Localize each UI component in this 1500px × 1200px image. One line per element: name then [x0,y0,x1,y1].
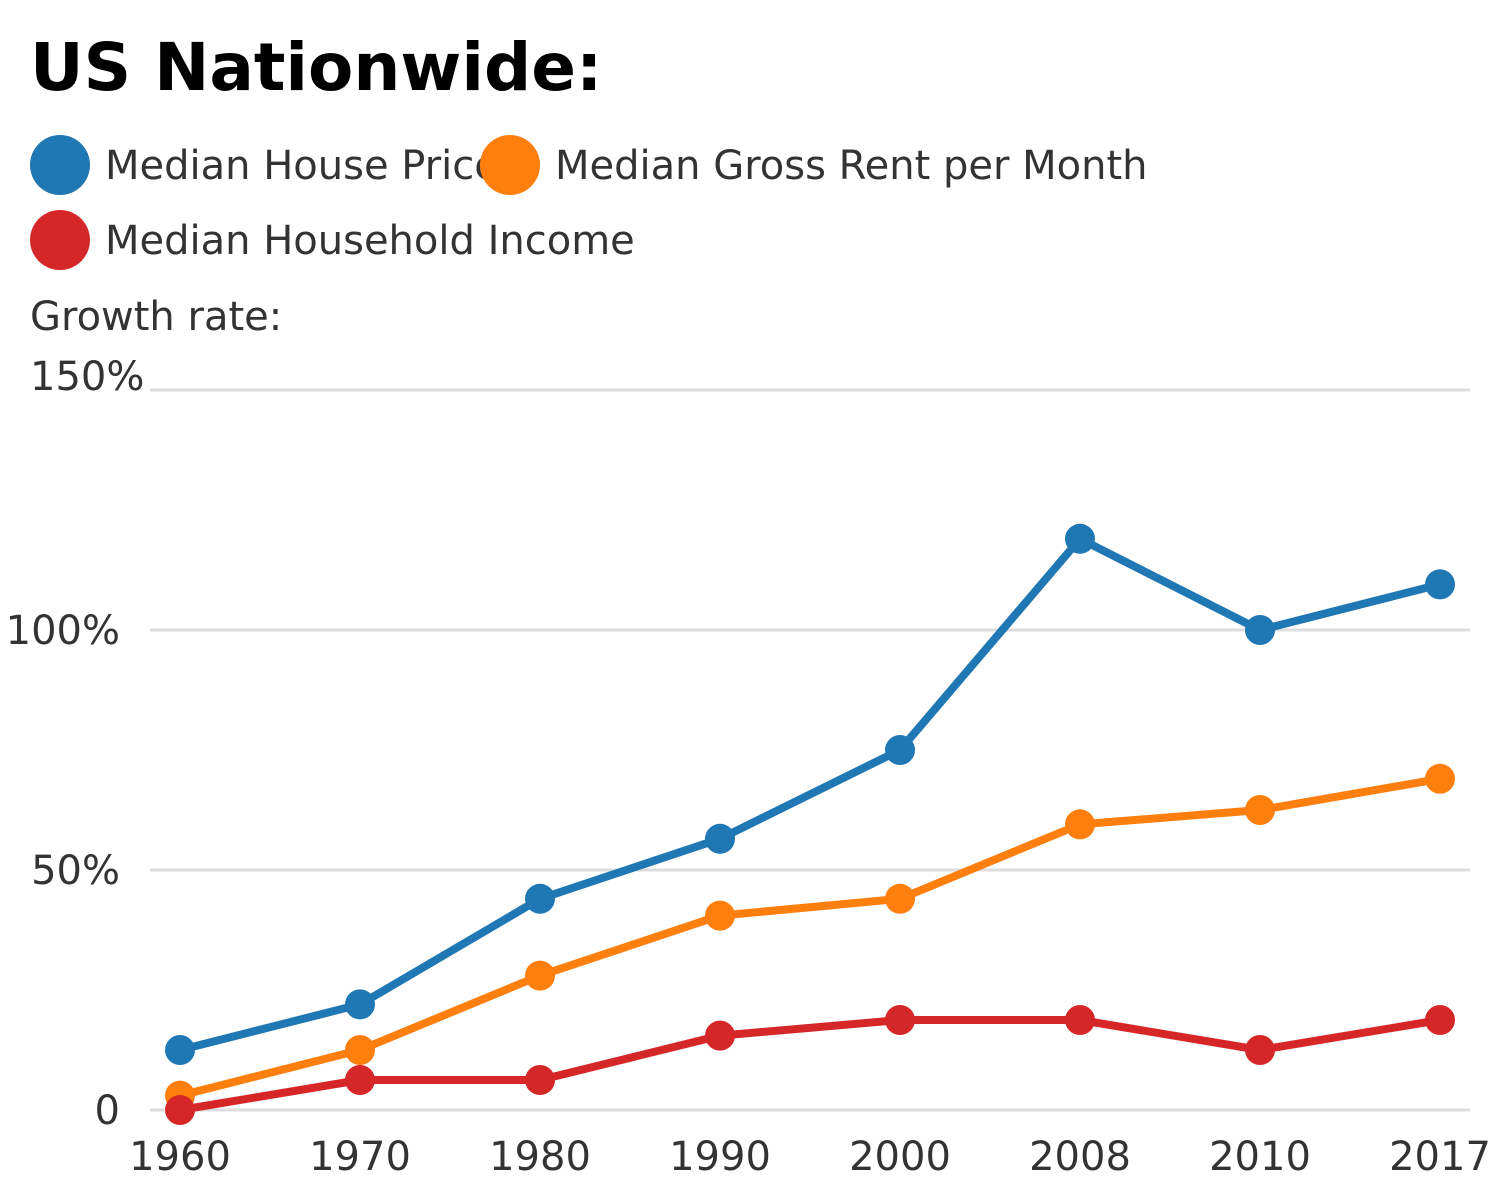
series-line-1 [176,774,1444,1100]
data-point-1-1 [345,1035,375,1065]
data-point-2-0 [165,1095,195,1125]
legend-label-0: Median House Price [105,143,499,189]
legend-marker-1 [480,135,540,195]
data-point-2-3 [705,1020,735,1051]
x-tick-label-6: 2010 [1209,1134,1311,1180]
x-tick-label-7: 2017 [1389,1134,1491,1180]
x-tick-label-0: 1960 [129,1134,231,1180]
data-point-0-4 [885,735,915,765]
data-point-0-7 [1425,569,1455,600]
y-axis-title: Growth rate: [30,294,282,340]
x-axis-ticks: 1960 1970 1980 1990 2000 2008 2010 2017 [129,1134,1491,1180]
grid [150,388,1470,1112]
series-group [165,523,1455,1125]
x-tick-label-3: 1990 [669,1134,771,1180]
data-point-0-0 [165,1035,195,1065]
data-point-2-2 [525,1065,555,1095]
y-tick-label-0: 0 [95,1088,120,1134]
legend: Median House Price Median Gross Rent per … [30,135,1148,270]
y-tick-label-3: 150% [30,354,144,400]
x-tick-label-2: 1980 [489,1134,591,1180]
data-point-0-5 [1065,523,1095,554]
data-point-1-7 [1425,763,1455,794]
data-point-0-2 [525,883,555,914]
series-line-0 [176,534,1444,1054]
legend-label-1: Median Gross Rent per Month [555,143,1148,189]
legend-label-2: Median Household Income [105,218,635,264]
data-point-0-3 [705,823,735,854]
data-point-0-6 [1245,615,1275,645]
y-tick-label-2: 100% [6,608,120,654]
data-point-1-5 [1065,809,1095,840]
series-line-2 [176,1016,1444,1114]
data-point-1-6 [1245,795,1275,825]
data-point-1-3 [705,900,735,931]
data-point-1-2 [525,960,555,991]
data-point-2-4 [885,1005,915,1035]
data-point-2-7 [1425,1005,1455,1035]
y-tick-label-1: 50% [31,848,120,894]
legend-marker-2 [30,210,90,270]
legend-marker-0 [30,135,90,195]
data-point-2-1 [345,1065,375,1095]
y-axis-ticks: 0 50% 100% 150% [6,354,145,1134]
x-tick-label-5: 2008 [1029,1134,1131,1180]
data-point-1-4 [885,883,915,914]
data-point-0-1 [345,989,375,1020]
x-tick-label-4: 2000 [849,1134,951,1180]
data-point-2-6 [1245,1035,1275,1065]
x-tick-label-1: 1970 [309,1134,411,1180]
data-point-2-5 [1065,1005,1095,1035]
chart-title: US Nationwide: [30,29,602,106]
